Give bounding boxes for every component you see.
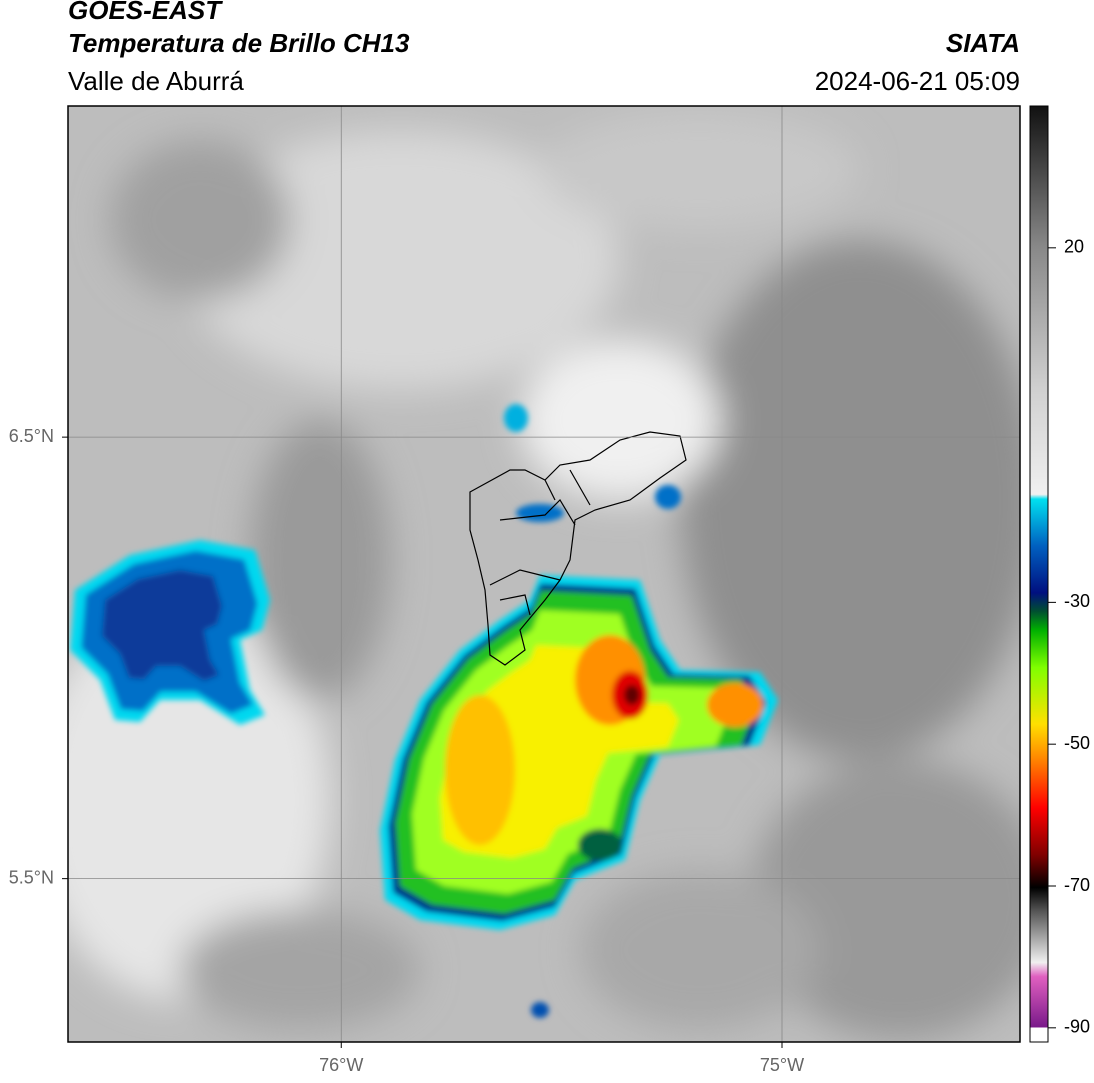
source: SIATA [946, 28, 1020, 58]
colorbar-tick-label: -90 [1064, 1017, 1090, 1037]
graticule [68, 106, 1020, 1042]
colorbar-tick-label: -70 [1064, 875, 1090, 895]
map-frame [67, 105, 1021, 1043]
subtitle: Temperatura de Brillo CH13 [68, 28, 410, 58]
region: Valle de Aburrá [68, 66, 244, 96]
y-tick-label: 5.5°N [9, 867, 54, 887]
y-tick-label: 6.5°N [9, 426, 54, 446]
small-cells [504, 404, 681, 1018]
datetime: 2024-06-21 05:09 [815, 66, 1020, 96]
axes: 76°W 75°W 6.5°N 5.5°N [9, 426, 804, 1075]
x-tick-label: 76°W [319, 1055, 363, 1075]
storm-cell [380, 575, 778, 930]
x-tick-label: 75°W [760, 1055, 804, 1075]
colorbar-ticks: 20 -30 -50 -70 -90 [1048, 237, 1090, 1037]
satellite-image [68, 106, 1020, 1042]
colorbar-tick-label: -50 [1064, 733, 1090, 753]
title: GOES-EAST [68, 0, 223, 25]
colorbar-tick-label: 20 [1064, 237, 1084, 257]
municipal-boundaries [469, 431, 687, 666]
colorbar [1029, 105, 1049, 1043]
colorbar-tick-label: -30 [1064, 591, 1090, 611]
cold-cloud-west [70, 540, 270, 725]
